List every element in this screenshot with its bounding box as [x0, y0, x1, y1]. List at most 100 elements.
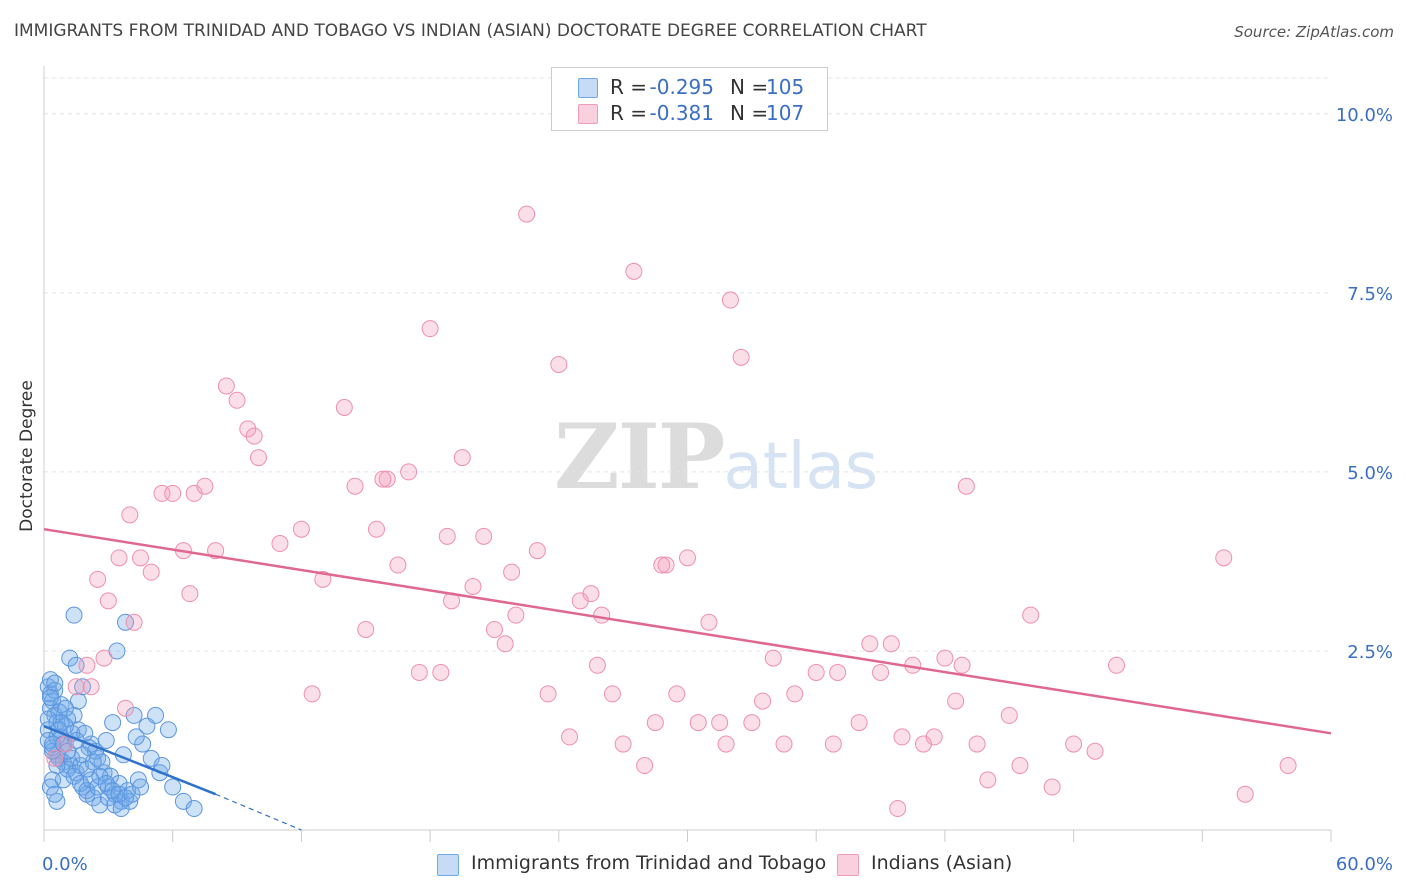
series-legend-label: Immigrants from Trinidad and Tobago: [471, 852, 827, 874]
indian-point: [335, 398, 353, 416]
indian-point: [561, 728, 579, 746]
trinidad-point: [61, 649, 79, 667]
indian-point: [807, 663, 825, 681]
indian-point: [824, 735, 842, 753]
trinidad-point: [97, 774, 115, 792]
y-tick-label: 10.0%: [1336, 105, 1393, 126]
trinidad-point: [97, 731, 115, 749]
indian-point: [518, 205, 536, 223]
legend-n-label: N =: [730, 101, 769, 125]
trinidad-point: [84, 789, 102, 807]
indian-point: [593, 606, 611, 624]
indian-point: [721, 291, 739, 309]
indian-point: [346, 477, 364, 495]
trinidad-point: [78, 760, 96, 778]
indian-point: [550, 355, 568, 373]
indian-point: [82, 678, 100, 696]
legend-n-value: 107: [766, 101, 805, 125]
watermark: ZIPatlas: [554, 404, 878, 510]
indian-point: [668, 685, 686, 703]
chart-title: IMMIGRANTS FROM TRINIDAD AND TOBAGO VS I…: [14, 21, 927, 41]
indian-point: [743, 714, 761, 732]
trinidad-point: [127, 728, 145, 746]
indian-point: [1000, 706, 1018, 724]
indian-point: [389, 556, 407, 574]
trinidad-point: [159, 721, 177, 739]
trinidad-point: [46, 674, 64, 692]
indian-point: [67, 678, 85, 696]
x-tick-label: 0.0%: [42, 854, 88, 875]
indian-point: [625, 262, 643, 280]
trinidad-point: [129, 771, 147, 789]
series-swatch-blue: [437, 854, 459, 876]
indian-point: [953, 656, 971, 674]
trinidad-point: [164, 778, 182, 796]
indian-point: [239, 420, 257, 438]
indian-point: [1011, 757, 1029, 775]
indian-point: [936, 649, 954, 667]
trinidad-point: [44, 771, 62, 789]
trinidad-trend-extension: [215, 793, 302, 831]
indian-point: [292, 520, 310, 538]
watermark-atlas: atlas: [723, 430, 879, 504]
indian-point: [110, 549, 128, 567]
indian-point: [636, 757, 654, 775]
trinidad-point: [185, 800, 203, 818]
trinidad-point: [117, 613, 135, 631]
legend-swatch-pink: [578, 104, 598, 124]
indian-point: [121, 506, 139, 524]
indian-point: [528, 542, 546, 560]
indian-point: [410, 663, 428, 681]
trinidad-point: [56, 699, 74, 717]
legend-r-label: R =: [610, 101, 648, 125]
indian-point: [1022, 606, 1040, 624]
indian-point: [947, 692, 965, 710]
y-tick-label: 5.0%: [1347, 463, 1393, 484]
indian-point: [56, 735, 74, 753]
indian-point: [400, 463, 418, 481]
trinidad-point: [84, 753, 102, 771]
y-tick-label: 2.5%: [1347, 642, 1393, 663]
indian-point: [117, 699, 135, 717]
trinidad-trend-line: [43, 724, 217, 796]
indian-point: [754, 692, 772, 710]
indian-point: [588, 656, 606, 674]
indian-point: [507, 606, 525, 624]
indian-point: [421, 320, 439, 338]
indian-point: [717, 735, 735, 753]
indian-point: [1108, 656, 1125, 674]
trinidad-point: [112, 800, 130, 818]
indian-point: [829, 663, 847, 681]
indian-point: [646, 714, 664, 732]
indian-point: [1279, 757, 1297, 775]
indian-point: [1236, 785, 1254, 803]
trinidad-point: [46, 785, 64, 803]
series-legend: Immigrants from Trinidad and Tobago Indi…: [0, 852, 1406, 878]
legend-swatch-blue: [578, 78, 598, 98]
trinidad-point: [93, 753, 111, 771]
trinidad-point: [48, 792, 66, 810]
trinidad-point: [134, 735, 152, 753]
indian-point: [979, 771, 997, 789]
indian-point: [689, 714, 707, 732]
trinidad-point: [65, 606, 83, 624]
indian-point: [711, 714, 729, 732]
trinidad-point: [78, 782, 96, 800]
legend-n-value: 105: [766, 75, 805, 99]
trinidad-point: [125, 706, 143, 724]
indian-point: [228, 391, 246, 409]
indian-point: [303, 685, 321, 703]
trinidad-point: [69, 692, 87, 710]
indian-point: [164, 484, 182, 502]
indian-point: [539, 685, 557, 703]
indian-point: [1215, 549, 1233, 567]
trinidad-point: [147, 706, 165, 724]
indian-point: [775, 735, 793, 753]
legend-n-label: N =: [730, 75, 769, 99]
indian-point: [485, 620, 503, 638]
correlation-legend: R = -0.295 N = 105 R = -0.381 N = 107: [551, 67, 828, 131]
indian-point: [453, 449, 471, 467]
trinidad-point: [41, 689, 59, 707]
indian-point: [125, 613, 143, 631]
indian-point: [614, 735, 632, 753]
